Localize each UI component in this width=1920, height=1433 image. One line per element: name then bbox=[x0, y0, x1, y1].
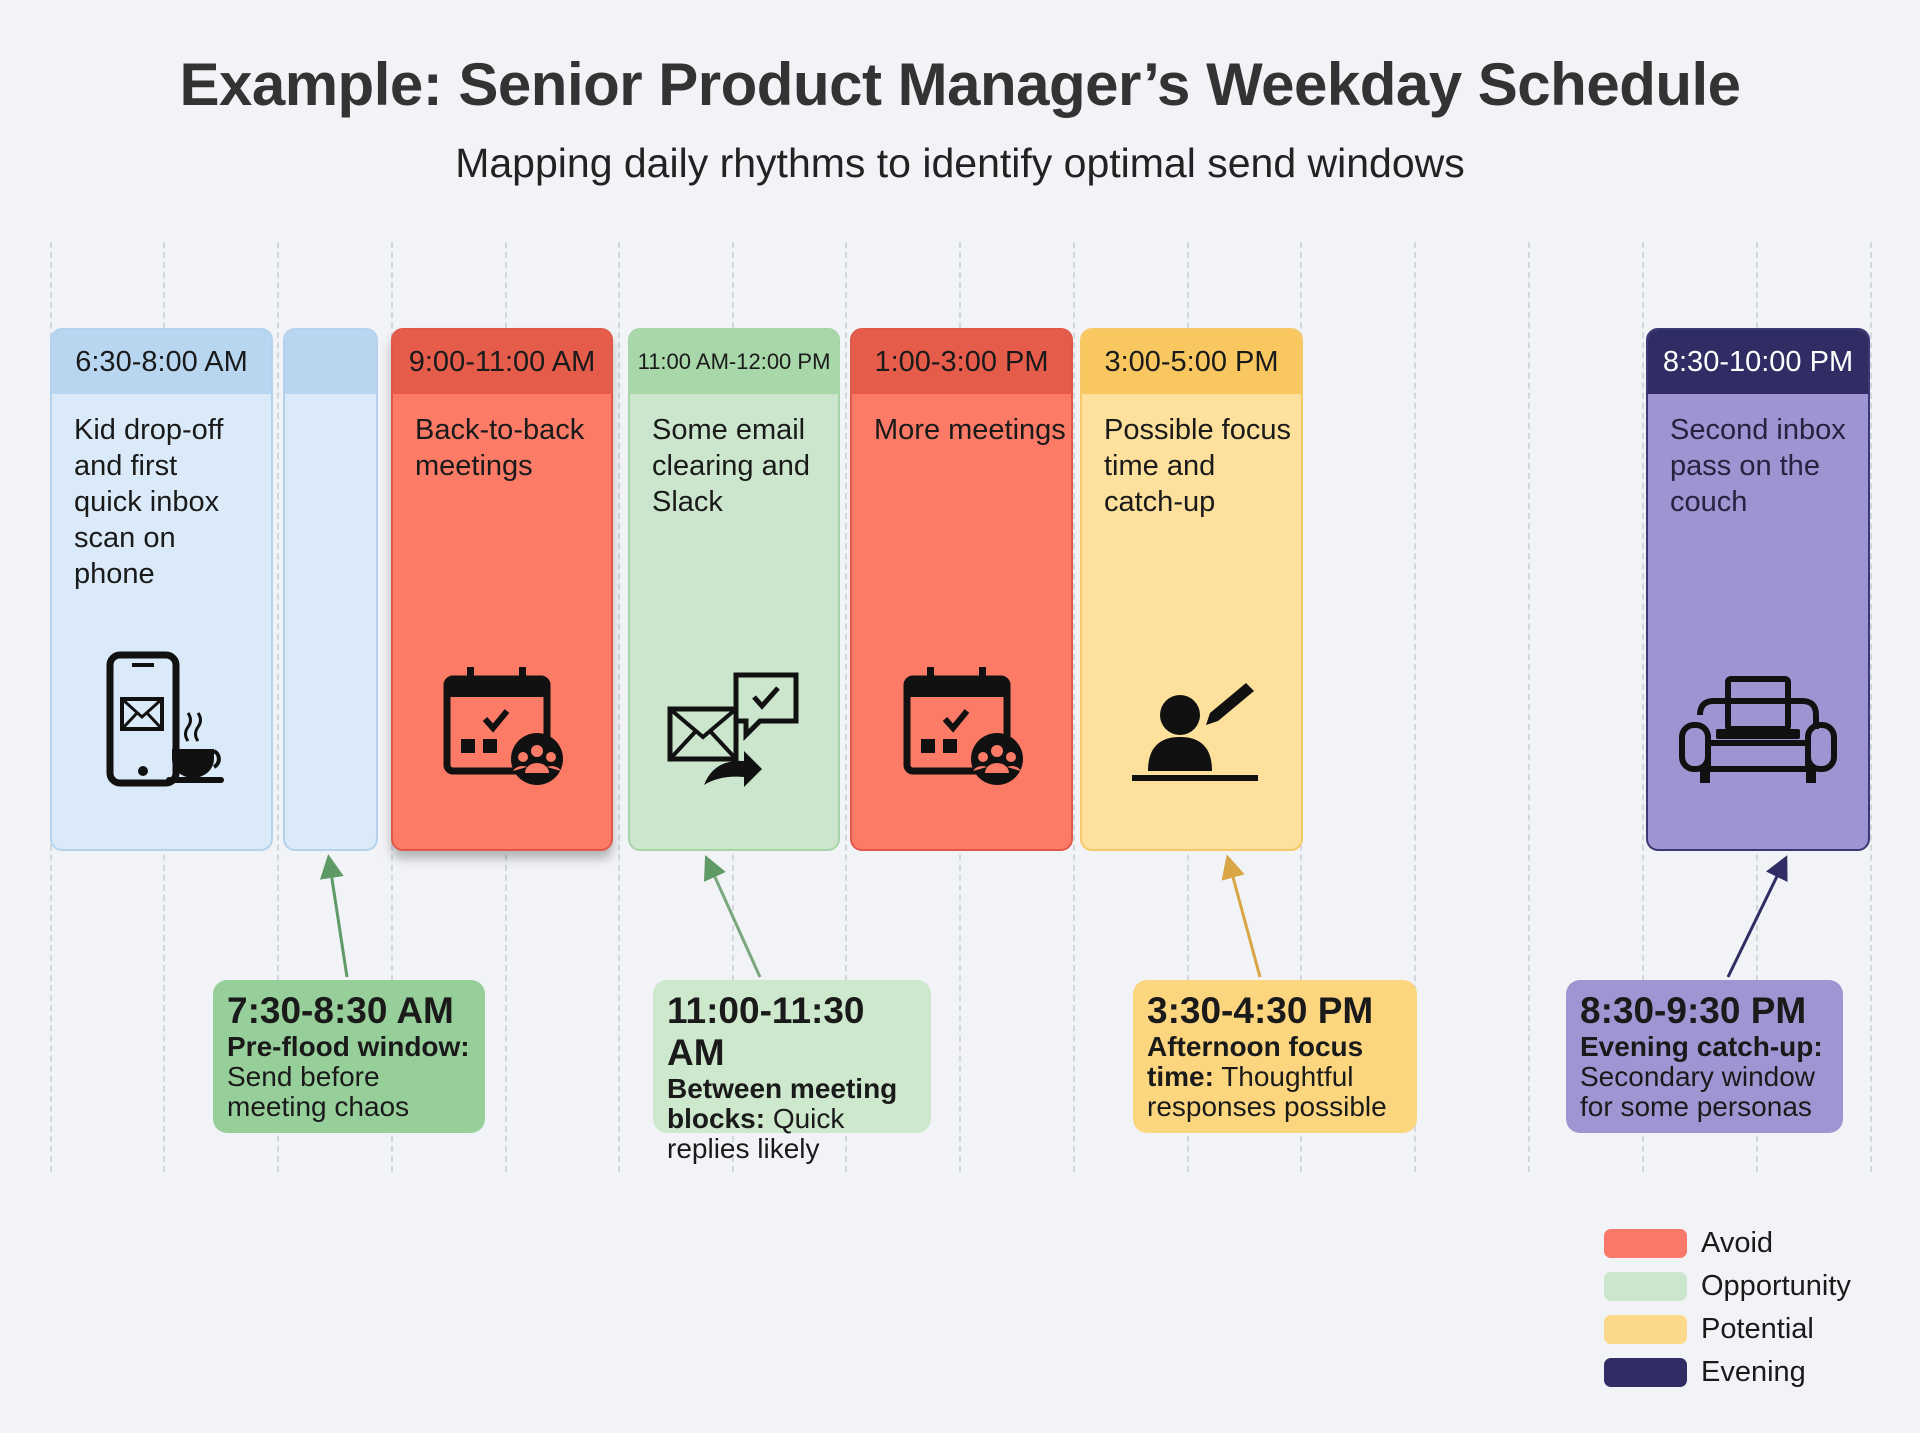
block-time: 11:00 AM-12:00 PM bbox=[630, 330, 838, 394]
gridline bbox=[1642, 242, 1644, 1172]
schedule-block-morning: 6:30-8:00 AM Kid drop-off and first quic… bbox=[50, 328, 273, 851]
legend-label: Potential bbox=[1701, 1313, 1814, 1345]
gridline bbox=[1073, 242, 1075, 1172]
arrow-afternoon-focus bbox=[1221, 854, 1262, 978]
legend: Avoid Opportunity Potential Evening bbox=[1604, 1222, 1851, 1394]
block-text: Possible focus time and catch-up bbox=[1104, 414, 1291, 518]
page-subtitle: Mapping daily rhythms to identify optima… bbox=[455, 140, 1465, 186]
callout-afternoon-focus: 3:30-4:30 PM Afternoon focus time: Thoug… bbox=[1133, 980, 1417, 1133]
person-writing-icon bbox=[1082, 659, 1301, 789]
legend-label: Evening bbox=[1701, 1356, 1806, 1388]
callout-text: Secondary window for some personas bbox=[1580, 1061, 1816, 1122]
callout-text: Send before meeting chaos bbox=[227, 1061, 410, 1122]
block-text: Kid drop-off and first quick inbox scan … bbox=[74, 414, 224, 590]
callout-text: Quick replies likely bbox=[667, 1103, 845, 1164]
legend-item-opportunity: Opportunity bbox=[1604, 1265, 1851, 1308]
callout-time: 11:00-11:30 AM bbox=[667, 990, 865, 1073]
gridline bbox=[618, 242, 620, 1172]
schedule-block-meetings-afternoon: 1:00-3:00 PM More meetings bbox=[850, 328, 1073, 851]
schedule-block-focus: 3:00-5:00 PM Possible focus time and cat… bbox=[1080, 328, 1303, 851]
block-time bbox=[285, 330, 376, 394]
callout-label: Afternoon focus time: bbox=[1147, 1031, 1364, 1092]
block-time: 3:00-5:00 PM bbox=[1082, 330, 1301, 394]
legend-swatch bbox=[1604, 1358, 1687, 1387]
legend-label: Opportunity bbox=[1701, 1270, 1851, 1302]
schedule-block-email: 11:00 AM-12:00 PM Some email clearing an… bbox=[628, 328, 840, 851]
legend-swatch bbox=[1604, 1315, 1687, 1344]
callout-label: Pre-flood window: bbox=[227, 1031, 470, 1062]
laptop-couch-icon bbox=[1648, 669, 1868, 789]
block-time: 6:30-8:00 AM bbox=[52, 330, 271, 394]
block-time: 8:30-10:00 PM bbox=[1648, 330, 1868, 394]
arrow-between-meetings bbox=[703, 855, 762, 978]
callout-time: 7:30-8:30 AM bbox=[227, 990, 454, 1031]
block-text: Second inbox pass on the couch bbox=[1670, 414, 1846, 518]
callout-time: 3:30-4:30 PM bbox=[1147, 990, 1374, 1031]
schedule-block-morning-extension bbox=[283, 328, 378, 851]
gridline bbox=[277, 242, 279, 1172]
gridline bbox=[1528, 242, 1530, 1172]
gridline bbox=[1414, 242, 1416, 1172]
schedule-block-evening: 8:30-10:00 PM Second inbox pass on the c… bbox=[1646, 328, 1870, 851]
legend-swatch bbox=[1604, 1272, 1687, 1301]
legend-item-avoid: Avoid bbox=[1604, 1222, 1851, 1265]
callout-evening: 8:30-9:30 PM Evening catch-up: Secondary … bbox=[1566, 980, 1843, 1133]
block-text: Back-to-back meetings bbox=[415, 414, 585, 482]
gridline bbox=[1870, 242, 1872, 1172]
block-text: Some email clearing and Slack bbox=[652, 414, 810, 518]
legend-item-potential: Potential bbox=[1604, 1308, 1851, 1351]
callout-text: Thoughtful responses possible bbox=[1147, 1061, 1387, 1122]
callout-pre-flood: 7:30-8:30 AM Pre-flood window: Send befor… bbox=[213, 980, 485, 1133]
gridline bbox=[845, 242, 847, 1172]
block-time: 9:00-11:00 AM bbox=[393, 330, 611, 394]
legend-label: Avoid bbox=[1701, 1227, 1774, 1259]
calendar-meeting-icon bbox=[852, 659, 1071, 789]
page-title: Example: Senior Product Manager’s Weekda… bbox=[179, 51, 1741, 118]
calendar-meeting-icon bbox=[393, 659, 611, 789]
arrow-evening bbox=[1726, 855, 1788, 978]
callout-label: Between meeting blocks: bbox=[667, 1073, 898, 1134]
block-time: 1:00-3:00 PM bbox=[852, 330, 1071, 394]
callout-between-meetings: 11:00-11:30 AM Between meeting blocks: Q… bbox=[653, 980, 931, 1164]
email-chat-icon bbox=[630, 669, 838, 789]
block-text: More meetings bbox=[874, 414, 1066, 446]
schedule-block-meetings: 9:00-11:00 AM Back-to-back meetings bbox=[391, 328, 613, 851]
arrow-pre-flood bbox=[319, 854, 349, 978]
callout-time: 8:30-9:30 PM bbox=[1580, 990, 1807, 1031]
legend-swatch bbox=[1604, 1229, 1687, 1258]
phone-coffee-icon bbox=[52, 649, 271, 789]
legend-item-evening: Evening bbox=[1604, 1351, 1851, 1394]
callout-label: Evening catch-up: bbox=[1580, 1031, 1823, 1062]
